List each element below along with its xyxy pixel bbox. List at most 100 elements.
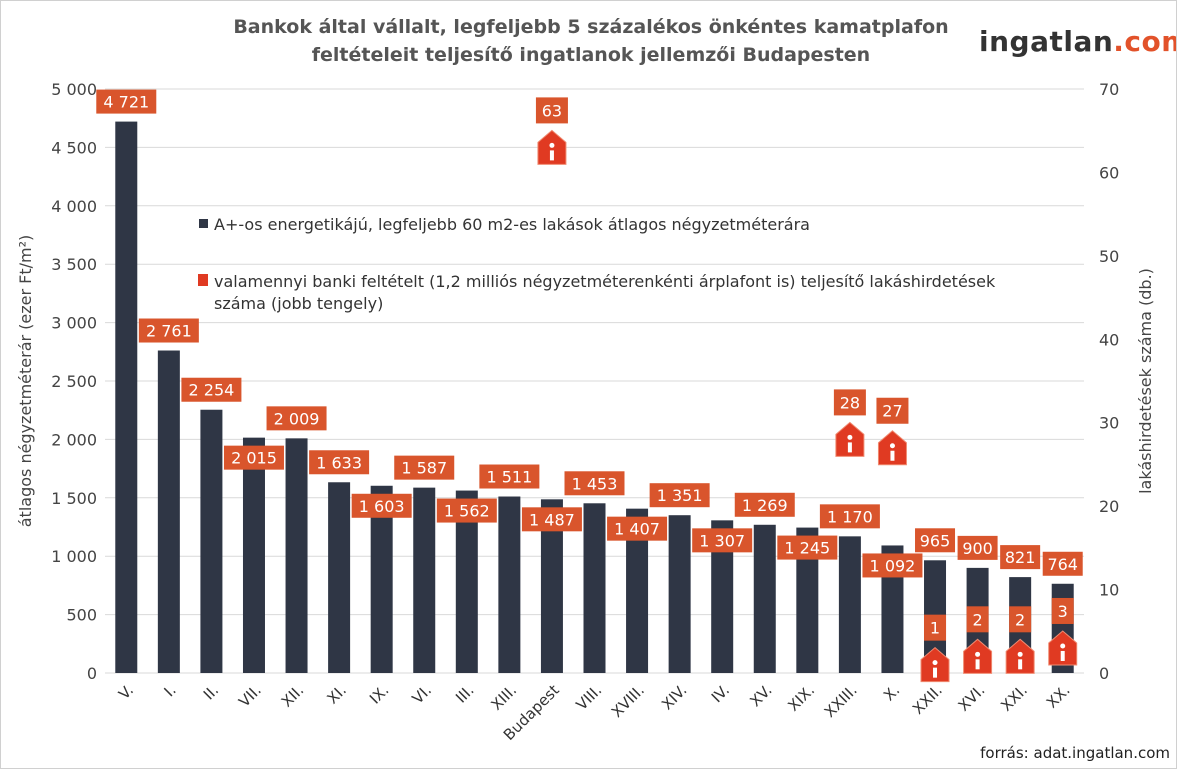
data-label: 1 351 (657, 486, 703, 505)
y-tick-label: 4 000 (51, 197, 97, 216)
data-label-box (607, 516, 668, 541)
y2-tick-label: 50 (1099, 247, 1119, 266)
y-tick-label: 2 000 (51, 430, 97, 449)
y-tick-label: 4 500 (51, 138, 97, 157)
data-label: 2 254 (189, 381, 235, 400)
data-label: 1 307 (699, 531, 745, 550)
y-tick-label: 1 500 (51, 489, 97, 508)
house-info-dot (1060, 643, 1066, 649)
data-label: 1 453 (572, 474, 618, 493)
legend-swatch-bars (199, 219, 208, 228)
bar (753, 524, 776, 673)
x-tick-label: IV. (708, 681, 733, 706)
bar (796, 527, 819, 673)
x-tick-label: XV. (746, 681, 775, 710)
y2-tick-label: 10 (1099, 581, 1119, 600)
house-info-dot (1017, 651, 1023, 657)
data-label-box (1042, 551, 1083, 576)
bar (328, 482, 351, 673)
data-label-box (915, 528, 956, 553)
x-tick-label: IX. (366, 681, 392, 707)
house-info-dot (975, 651, 981, 657)
bar (157, 350, 180, 673)
marker-label: 2 (972, 610, 982, 629)
marker-label: 2 (1015, 610, 1025, 629)
data-label: 1 487 (529, 510, 575, 529)
x-tick-label: XXI. (997, 681, 1031, 715)
bar (455, 490, 478, 673)
source-note: forrás: adat.ingatlan.com (980, 744, 1170, 762)
y2-tick-label: 20 (1099, 497, 1119, 516)
data-label: 4 721 (103, 93, 149, 112)
logo: ingatlan.com (979, 25, 1176, 58)
data-label: 1 092 (870, 556, 916, 575)
marker-label-box (1051, 597, 1074, 624)
data-label-box (564, 471, 625, 496)
x-tick-label: XIX. (784, 681, 818, 715)
x-tick-label: I. (160, 681, 179, 700)
data-label: 1 407 (614, 520, 660, 539)
data-label: 900 (962, 539, 993, 558)
data-label-box (479, 464, 540, 489)
data-label-box (223, 445, 284, 470)
x-tick-label: III. (452, 681, 477, 706)
house-info-dot (847, 434, 853, 440)
y-tick-label: 3 000 (51, 314, 97, 333)
x-tick-label: XVIII. (608, 681, 648, 721)
house-info-stem (1060, 650, 1065, 661)
data-label: 1 587 (401, 459, 447, 478)
y-tick-label: 3 500 (51, 255, 97, 274)
bar (200, 409, 223, 673)
data-label-box (436, 498, 497, 523)
data-label-box (351, 493, 412, 518)
marker-label: 28 (840, 393, 860, 412)
data-label-box (96, 89, 157, 114)
data-label-box (862, 553, 923, 578)
x-tick-label: XIII. (487, 681, 520, 714)
data-label-box (957, 535, 998, 560)
data-label-box (777, 535, 838, 560)
y-axis-label: átlagos négyzetméterár (ezer Ft/m²) (16, 235, 35, 528)
y2-tick-label: 40 (1099, 330, 1119, 349)
y-tick-label: 1 000 (51, 547, 97, 566)
data-label: 1 633 (316, 453, 362, 472)
marker-label-box (833, 389, 866, 416)
data-label: 764 (1047, 555, 1078, 574)
y2-tick-label: 0 (1099, 664, 1109, 683)
x-tick-label: XXIII. (821, 681, 861, 721)
bar (370, 485, 393, 673)
bar (242, 437, 265, 673)
y-tick-label: 5 000 (51, 80, 97, 99)
data-label: 1 269 (742, 496, 788, 515)
data-label: 2 009 (274, 409, 320, 428)
marker-label-box (876, 397, 909, 424)
data-label-box (819, 504, 880, 529)
data-label: 1 511 (486, 468, 532, 487)
legend-label-marker-line1: valamennyi banki feltételt (1,2 milliós … (214, 272, 996, 291)
marker-label: 3 (1058, 602, 1068, 621)
bar (838, 536, 861, 673)
marker-label: 1 (930, 619, 940, 638)
y-tick-label: 2 500 (51, 372, 97, 391)
bar (413, 487, 436, 673)
x-tick-label: II. (200, 681, 222, 703)
marker-label: 63 (542, 101, 562, 120)
data-label-box (394, 455, 455, 480)
logo-suffix: .com (1113, 25, 1176, 58)
data-label-box (138, 318, 199, 343)
house-info-stem (1018, 659, 1023, 670)
x-tick-label: XXII. (909, 681, 946, 718)
x-tick-label: VIII. (573, 681, 606, 714)
data-label-box (692, 528, 753, 553)
bar (583, 503, 606, 673)
data-label-box (734, 492, 795, 517)
data-label: 1 170 (827, 507, 873, 526)
data-label-box (649, 483, 710, 508)
data-label: 821 (1005, 548, 1036, 567)
legend-swatch-marker (198, 274, 208, 286)
chart-title: Bankok által vállalt, legfeljebb 5 száza… (233, 16, 949, 66)
house-info-dot (889, 443, 895, 449)
y2-tick-label: 60 (1099, 163, 1119, 182)
y-tick-label: 500 (66, 606, 97, 625)
data-label-box (309, 450, 370, 475)
